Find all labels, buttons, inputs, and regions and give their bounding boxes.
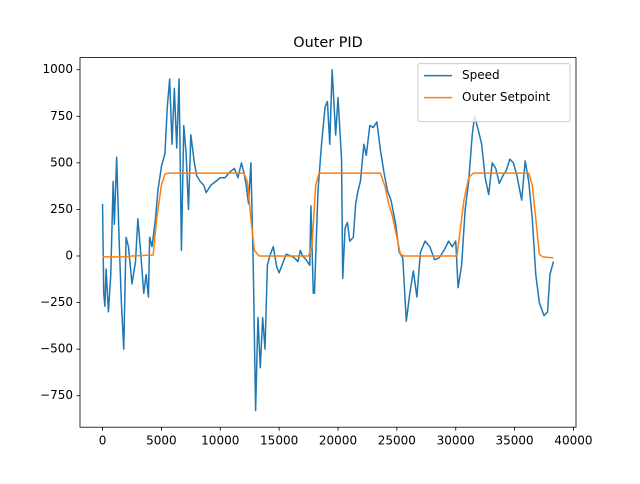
x-tick-label: 0: [99, 434, 107, 448]
legend-box: [417, 63, 571, 123]
x-tick-label: 20000: [319, 434, 357, 448]
y-tick-label: −500: [40, 342, 73, 356]
legend-label: Speed: [462, 68, 500, 82]
line-series: [101, 68, 555, 412]
y-tick-label: −250: [40, 295, 73, 309]
x-tick-label: 25000: [378, 434, 416, 448]
y-tick-label: 500: [50, 155, 73, 169]
x-tick-label: 30000: [437, 434, 475, 448]
x-tick-label: 40000: [554, 434, 592, 448]
y-tick-label: 1000: [42, 62, 73, 76]
x-tick-label: 15000: [260, 434, 298, 448]
y-tick-label: 250: [50, 202, 73, 216]
x-tick-label: 5000: [146, 434, 177, 448]
y-tick-label: 0: [65, 248, 73, 262]
line-series: [102, 172, 554, 259]
x-tick-label: 35000: [496, 434, 534, 448]
chart-title: Outer PID: [293, 35, 362, 51]
legend-label: Outer Setpoint: [462, 90, 550, 104]
y-tick-label: 750: [50, 109, 73, 123]
axes-frame: [79, 57, 577, 428]
y-tick-label: −750: [40, 388, 73, 402]
x-tick-label: 10000: [201, 434, 239, 448]
